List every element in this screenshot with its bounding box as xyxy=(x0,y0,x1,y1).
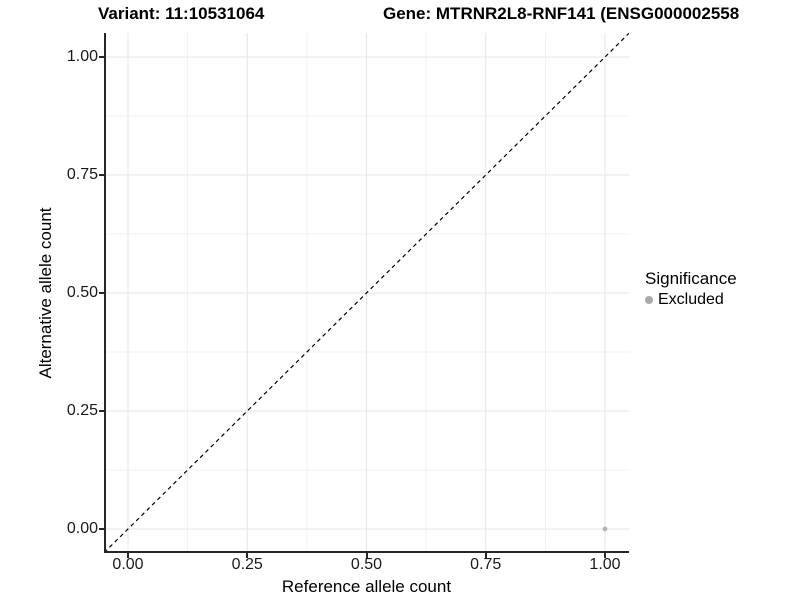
x-tick-mark xyxy=(365,553,368,558)
y-tick-mark xyxy=(99,410,104,412)
x-tick-mark xyxy=(604,553,606,558)
x-tick-label: 0.25 xyxy=(231,556,263,573)
x-tick-mark xyxy=(246,553,249,558)
y-tick-label: 0.00 xyxy=(66,520,98,537)
legend-point-icon xyxy=(645,296,653,304)
data-point-excluded xyxy=(602,526,608,532)
plot-panel xyxy=(104,33,629,553)
x-tick-label: 0.00 xyxy=(112,556,144,573)
y-tick-mark xyxy=(99,56,104,58)
legend-title: Significance xyxy=(645,269,737,288)
plot-title-gene: Gene: MTRNR2L8-RNF141 (ENSG000002558 xyxy=(383,4,740,23)
x-tick-label: 1.00 xyxy=(589,556,621,573)
legend: Significance Excluded xyxy=(645,269,737,308)
plot-panel-canvas xyxy=(104,33,629,553)
identity-dashed-line xyxy=(104,33,629,553)
y-tick-mark xyxy=(99,292,104,294)
y-tick-mark xyxy=(99,174,104,176)
x-tick-label: 0.50 xyxy=(350,556,383,573)
x-tick-mark xyxy=(484,553,487,558)
plot-title-variant: Variant: 11:10531064 xyxy=(98,4,265,23)
x-axis-title: Reference allele count xyxy=(281,577,452,596)
legend-item-label: Excluded xyxy=(658,291,724,308)
y-tick-mark xyxy=(99,528,104,530)
y-tick-label: 0.75 xyxy=(66,166,98,183)
legend-item-excluded: Excluded xyxy=(645,292,737,308)
x-tick-mark xyxy=(127,553,129,558)
y-tick-label: 0.25 xyxy=(66,402,98,419)
y-tick-label: 1.00 xyxy=(66,48,98,65)
x-tick-label: 0.75 xyxy=(470,556,502,573)
y-tick-label: 0.50 xyxy=(66,284,98,301)
